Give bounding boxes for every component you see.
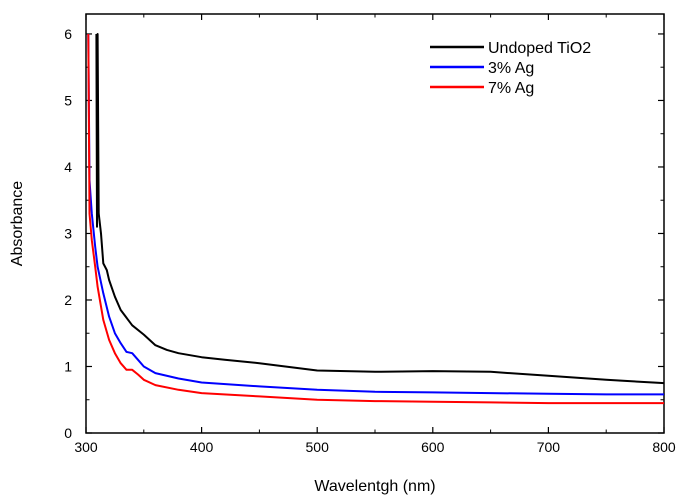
axis-ticks: 300 400 500 600 700 800 0 1 2 3 4 5 6 [64, 14, 676, 455]
y-tick-label: 1 [64, 358, 72, 374]
legend: Undoped TiO2 3% Ag 7% Ag [430, 40, 591, 97]
x-tick-label: 700 [537, 439, 561, 455]
y-tick-label: 3 [64, 225, 72, 241]
x-tick-label: 800 [652, 439, 676, 455]
y-tick-label: 4 [64, 159, 72, 175]
series-line-1 [95, 33, 665, 385]
plot-frame [85, 13, 665, 434]
legend-label: 3% Ag [488, 60, 534, 77]
x-axis-title: Wavelentgh (nm) [314, 478, 435, 495]
y-tick-label: 6 [64, 26, 72, 42]
y-tick-label: 5 [64, 92, 72, 108]
series-line-3 [87, 33, 664, 405]
x-tick-label: 500 [306, 439, 330, 455]
series-line-2 [87, 33, 664, 396]
plot-area [85, 13, 665, 434]
x-tick-label: 300 [74, 439, 98, 455]
y-tick-label: 0 [64, 425, 72, 441]
legend-label: 7% Ag [488, 80, 534, 97]
x-tick-label: 400 [190, 439, 214, 455]
series-layer [87, 33, 665, 405]
legend-label: Undoped TiO2 [488, 40, 591, 57]
y-axis-title: Absorbance [9, 181, 26, 266]
x-tick-label: 600 [421, 439, 445, 455]
y-tick-label: 2 [64, 292, 72, 308]
